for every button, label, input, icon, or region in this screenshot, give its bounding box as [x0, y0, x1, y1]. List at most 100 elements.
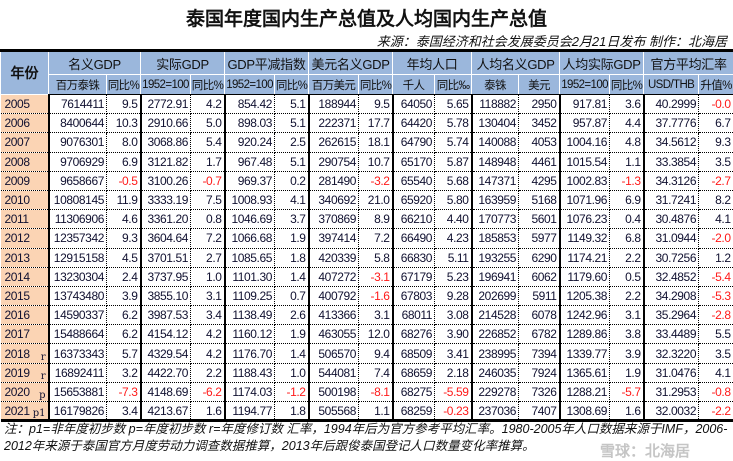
value-cell: 5977 — [519, 229, 560, 248]
header-sub: 百万泰铢 — [49, 75, 107, 95]
value-cell: -1.6 — [359, 286, 393, 305]
value-cell: -1.3 — [610, 171, 644, 190]
value-cell: 10808145 — [49, 190, 107, 209]
header-group: 年均人口 — [393, 51, 472, 75]
value-cell: 185853 — [472, 229, 519, 248]
value-cell: 1.9 — [275, 229, 309, 248]
value-cell: 7.4 — [359, 363, 393, 382]
year-cell: 2011 — [1, 210, 49, 229]
value-cell: 917.81 — [560, 95, 610, 114]
value-cell: 1.8 — [275, 248, 309, 267]
value-cell: 1085.65 — [225, 248, 275, 267]
value-cell: 68659 — [393, 363, 435, 382]
value-cell: 3452 — [519, 114, 560, 133]
value-cell: 8.2 — [699, 190, 733, 209]
value-cell: 9.3 — [699, 133, 733, 152]
value-cell: 400792 — [309, 286, 359, 305]
value-cell: 6290 — [519, 248, 560, 267]
value-cell: 147371 — [472, 171, 519, 190]
header-group: 人均名义GDP — [472, 51, 560, 75]
value-cell: 33.4489 — [644, 325, 699, 344]
year-label: 2012 — [5, 231, 30, 245]
value-cell: 2.6 — [275, 306, 309, 325]
value-cell: 4148.69 — [141, 382, 191, 401]
value-cell: 8400644 — [49, 114, 107, 133]
value-cell: 34.2908 — [644, 286, 699, 305]
watermark: 雪球：北海居 — [600, 440, 690, 461]
value-cell: 68011 — [393, 306, 435, 325]
value-cell: 5.1 — [275, 152, 309, 171]
value-cell: 5.7 — [107, 344, 141, 363]
year-cell: 2009 — [1, 171, 49, 190]
value-cell: 505568 — [309, 402, 359, 421]
page-title: 泰国年度国内生产总值及人均国内生产总值 — [0, 4, 733, 31]
value-cell: 3.5 — [699, 344, 733, 363]
value-cell: 6.9 — [107, 152, 141, 171]
year-label: 2016 — [5, 308, 30, 322]
value-cell: 0.7 — [275, 286, 309, 305]
value-cell: 506570 — [309, 344, 359, 363]
value-cell: 237036 — [472, 402, 519, 421]
value-cell: 222371 — [309, 114, 359, 133]
value-cell: -2.2 — [699, 402, 733, 421]
value-cell: 957.87 — [560, 114, 610, 133]
value-cell: 1176.70 — [225, 344, 275, 363]
value-cell: 1.1 — [610, 152, 644, 171]
year-label: 2017 — [5, 327, 30, 341]
value-cell: -8.1 — [359, 382, 393, 401]
value-cell: 11.9 — [107, 190, 141, 209]
value-cell: 7407 — [519, 402, 560, 421]
value-cell: 4.8 — [610, 133, 644, 152]
value-cell: 3.1 — [610, 306, 644, 325]
value-cell: 6062 — [519, 267, 560, 286]
year-label: 2006 — [5, 116, 30, 130]
value-cell: 1.4 — [275, 344, 309, 363]
value-cell: 0.2 — [275, 171, 309, 190]
value-cell: 1.6 — [610, 402, 644, 421]
value-cell: 920.24 — [225, 133, 275, 152]
value-cell: 1.9 — [275, 325, 309, 344]
header-sub: 百万美元 — [309, 75, 359, 95]
value-cell: 2.2 — [191, 363, 225, 382]
value-cell: 1.4 — [275, 267, 309, 286]
value-cell: 33.3854 — [644, 152, 699, 171]
value-cell: 5.0 — [191, 114, 225, 133]
value-cell: 9.5 — [107, 95, 141, 114]
value-cell: 1101.30 — [225, 267, 275, 286]
value-cell: 3737.95 — [141, 267, 191, 286]
value-cell: 5.78 — [435, 114, 472, 133]
value-cell: 3701.51 — [141, 248, 191, 267]
year-cell: 2014 — [1, 267, 49, 286]
value-cell: 1160.12 — [225, 325, 275, 344]
value-cell: 40.2999 — [644, 95, 699, 114]
value-cell: 544081 — [309, 363, 359, 382]
value-cell: 4295 — [519, 171, 560, 190]
value-cell: 163959 — [472, 190, 519, 209]
value-cell: 5.1 — [275, 114, 309, 133]
value-cell: 1179.60 — [560, 267, 610, 286]
year-label: 2013 — [5, 251, 30, 265]
value-cell: 854.42 — [225, 95, 275, 114]
value-cell: 1339.77 — [560, 344, 610, 363]
value-cell: 16179826 — [49, 402, 107, 421]
value-cell: -3.1 — [359, 267, 393, 286]
value-cell: 12915158 — [49, 248, 107, 267]
value-cell: 0.5 — [610, 267, 644, 286]
value-cell: 9.4 — [359, 344, 393, 363]
value-cell: 31.2953 — [644, 382, 699, 401]
value-cell: 6.2 — [107, 325, 141, 344]
value-cell: 15653881 — [49, 382, 107, 401]
value-cell: 66830 — [393, 248, 435, 267]
value-cell: -7.3 — [107, 382, 141, 401]
value-cell: 3068.86 — [141, 133, 191, 152]
header-sub: 同比% — [191, 75, 225, 95]
value-cell: -2.0 — [699, 229, 733, 248]
